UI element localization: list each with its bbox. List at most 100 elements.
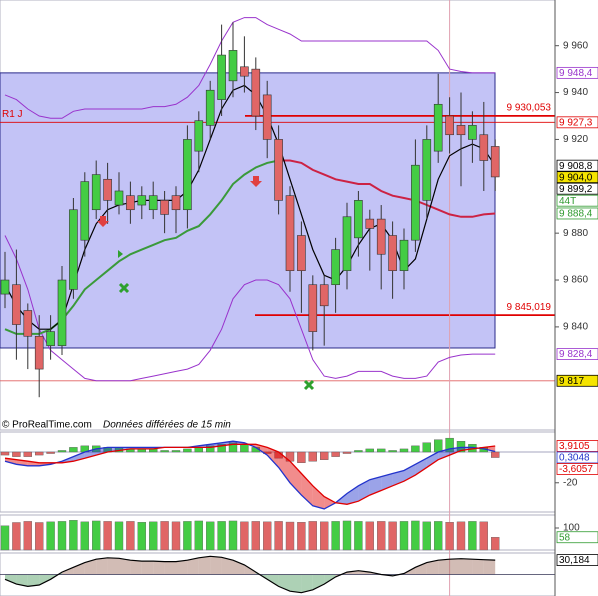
histogram-bar [308, 451, 317, 462]
indicator-line [4, 17, 496, 119]
indicator-line [278, 159, 496, 218]
price-marker-label: 30,184 [559, 555, 590, 566]
oscillator-fill [96, 557, 108, 575]
price-marker-label: 9 908,8 [559, 161, 593, 172]
histogram-bar [491, 451, 500, 458]
volume-bar [274, 521, 283, 551]
macd-fill [312, 485, 325, 509]
candle-body [479, 134, 489, 161]
price-marker-label: 9 927,3 [559, 117, 593, 128]
histogram-bar [35, 451, 44, 456]
macd-fill [96, 447, 108, 456]
histogram-bar [183, 448, 192, 453]
candle-body [297, 235, 306, 271]
candle-body [205, 89, 215, 126]
price-marker [556, 531, 598, 544]
volume-bar [205, 521, 215, 551]
candle-body [69, 209, 78, 290]
histogram-bar [342, 451, 352, 454]
oscillator-fill [176, 560, 188, 575]
volume-bar [80, 521, 90, 551]
candle-body [114, 190, 124, 206]
macd-fill [358, 479, 370, 502]
volume-bar [114, 521, 124, 551]
volume-bar [217, 521, 226, 551]
oscillator-fill [221, 557, 233, 575]
volume-bar [160, 521, 169, 551]
candle-body [160, 200, 169, 215]
price-marker-label: 9 904,0 [559, 172, 593, 183]
macd-fill [290, 461, 302, 496]
panel-frame [0, 431, 556, 513]
volume-bar [308, 521, 317, 551]
price-marker-label: 58 [559, 532, 571, 543]
volume-bar [479, 521, 488, 551]
macd-fill [107, 447, 119, 452]
macd-fill [267, 447, 279, 468]
y-tick-label: 9 860 [563, 275, 588, 286]
candle-body [376, 218, 386, 255]
volume-bar [468, 521, 477, 551]
y-tick-label: 9 940 [563, 87, 588, 98]
candle-body [433, 103, 443, 152]
candle-body [23, 310, 33, 337]
candle-body [171, 195, 181, 211]
histogram-bar [399, 448, 409, 453]
volume-bar [194, 520, 204, 551]
price-marker [556, 171, 598, 184]
macd-fill [426, 452, 439, 468]
y-tick-label: -20 [563, 477, 578, 488]
oscillator-fill [107, 557, 119, 575]
oscillator-fill [449, 558, 461, 575]
oscillator-fill [312, 574, 325, 590]
histogram-bar [228, 442, 238, 453]
candle-body [148, 195, 158, 211]
oscillator-fill [73, 562, 85, 575]
histogram-bar [23, 451, 32, 457]
oscillator-fill [5, 574, 17, 585]
candle-body [456, 125, 466, 136]
price-marker [556, 182, 598, 195]
oscillator-line [4, 555, 496, 594]
macd-fill [449, 447, 461, 456]
oscillator-fill [153, 561, 165, 575]
y-tick-label: 9 960 [563, 40, 588, 51]
histogram-bar [411, 445, 420, 453]
candle-body [422, 139, 432, 201]
histogram-bar [354, 450, 363, 453]
volume-bar [69, 520, 78, 551]
candle-body [490, 146, 500, 178]
histogram-bar [57, 450, 67, 453]
price-marker [556, 159, 598, 172]
candle-body [228, 50, 238, 82]
oscillator-fill [472, 559, 484, 575]
volume-bar [57, 521, 67, 551]
candle-body [194, 120, 204, 152]
price-marker-label: 9 828,4 [559, 349, 593, 360]
histogram-bar [434, 439, 443, 453]
price-marker [556, 116, 598, 129]
oscillator-fill [119, 558, 131, 575]
volume-bar [377, 521, 386, 551]
candle-body [319, 284, 329, 307]
oscillator-fill [16, 574, 28, 587]
oscillator-fill [164, 561, 176, 575]
candle-body [354, 200, 363, 239]
macd-fill [369, 476, 382, 496]
volume-bar [399, 521, 409, 551]
oscillator-fill [267, 574, 279, 587]
volume-bar [35, 522, 44, 551]
signal-arrow [97, 216, 109, 227]
price-marker-label: 9 817 [559, 376, 584, 387]
oscillator-fill [415, 562, 427, 575]
volume-bar [137, 522, 147, 551]
oscillator-fill [130, 560, 142, 575]
volume-bar [456, 521, 466, 551]
price-marker-label: 0,3048 [559, 453, 590, 464]
volume-bar [263, 521, 272, 551]
volume-bar [126, 521, 135, 551]
price-marker [556, 348, 598, 360]
volume-bar [365, 521, 374, 551]
price-marker-label: 3,9105 [559, 441, 590, 452]
